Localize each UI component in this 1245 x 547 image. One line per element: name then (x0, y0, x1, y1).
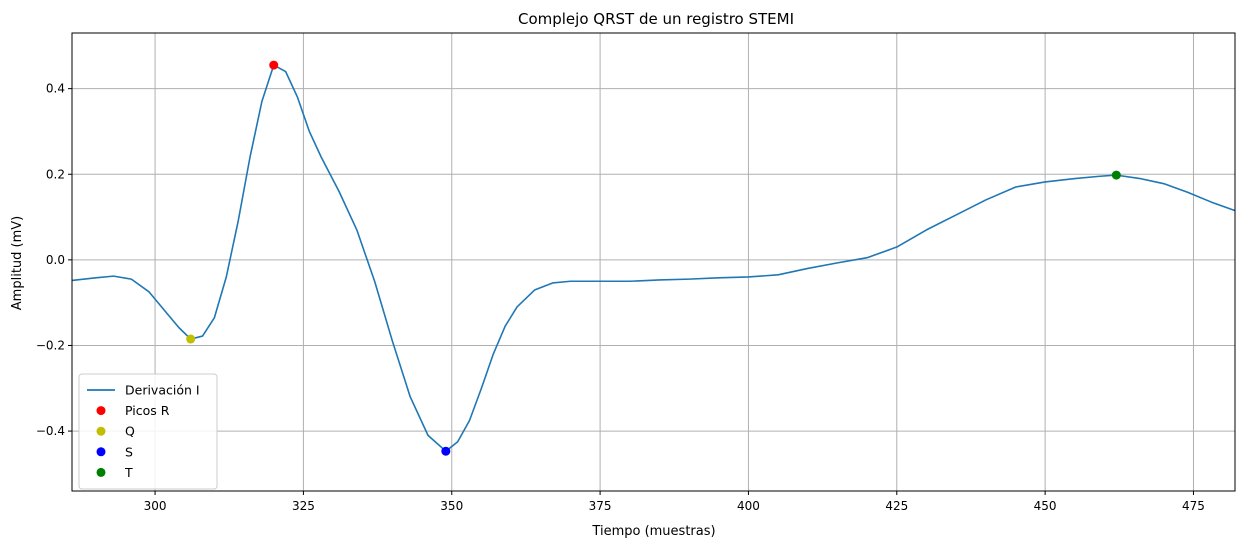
plot-area (72, 60, 1235, 456)
x-axis-label: Tiempo (muestras) (591, 524, 715, 539)
x-tick-label: 325 (292, 499, 315, 513)
axes-frame (71, 32, 1236, 492)
y-tick-label: 0.2 (46, 167, 65, 181)
legend-entry: Q (96, 424, 135, 439)
chart-title: Complejo QRST de un registro STEMI (518, 10, 794, 28)
legend-label: T (124, 465, 133, 480)
x-tick-label: 400 (737, 499, 760, 513)
x-axis-ticks: 300 325 350 375 400 425 450 475 (144, 491, 1205, 513)
legend-marker-swatch (96, 467, 106, 477)
x-tick-label: 300 (144, 499, 167, 513)
legend-entry: S (96, 444, 133, 459)
legend-label: Q (125, 424, 135, 439)
series-line-derivacion-i (72, 64, 1235, 452)
legend-marker-swatch (96, 426, 106, 436)
legend-marker-swatch (96, 447, 106, 457)
legend-label: Picos R (125, 403, 170, 418)
legend-marker-swatch (96, 406, 106, 416)
legend-label: S (125, 444, 133, 459)
legend-label: Derivación I (125, 383, 200, 398)
legend-entry: Derivación I (87, 383, 200, 398)
x-tick-label: 350 (440, 499, 463, 513)
x-tick-label: 375 (589, 499, 612, 513)
legend-box (78, 373, 218, 490)
legend-entry: T (96, 465, 133, 480)
x-tick-label: 450 (1034, 499, 1057, 513)
marker-s (441, 446, 451, 456)
y-axis-ticks: −0.4 −0.2 0.0 0.2 0.4 (36, 82, 72, 438)
legend: Derivación I Picos R QST (78, 373, 218, 490)
y-tick-label: 0.4 (46, 82, 65, 96)
marker-t (1111, 170, 1121, 180)
x-tick-label: 475 (1182, 499, 1205, 513)
grid (72, 33, 1235, 491)
y-tick-label: 0.0 (46, 253, 65, 267)
marker-q (186, 334, 196, 344)
y-tick-label: −0.2 (36, 338, 65, 352)
legend-entry: Picos R (96, 403, 170, 418)
x-tick-label: 425 (885, 499, 908, 513)
y-tick-label: −0.4 (36, 424, 65, 438)
y-axis-label: Amplitud (mV) (10, 216, 25, 310)
marker-picos-r (269, 60, 279, 70)
